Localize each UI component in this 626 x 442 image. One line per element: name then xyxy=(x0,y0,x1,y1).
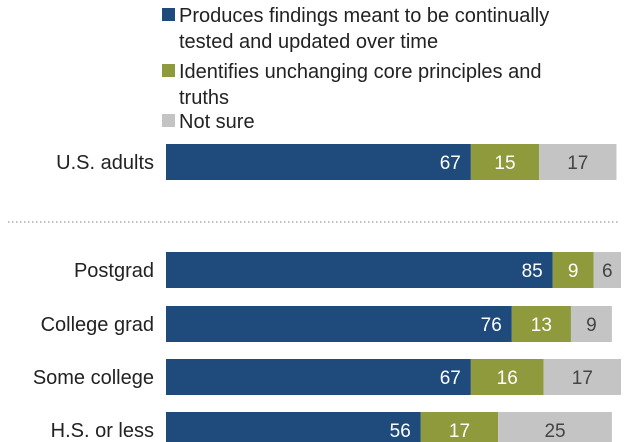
legend-entry-1-line-2: tested and updated over time xyxy=(179,31,438,53)
value-label-postgrad-series-2: 9 xyxy=(568,261,579,282)
category-label-u-s-adults: U.S. adults xyxy=(56,152,154,174)
value-label-h-s-or-less-series-1: 56 xyxy=(390,421,411,442)
bar-college-grad-series-3 xyxy=(570,306,612,342)
category-label-h-s-or-less: H.S. or less xyxy=(51,420,154,442)
legend-swatch-2 xyxy=(162,64,175,77)
legend-entry-2-line-1: Identifies unchanging core principles an… xyxy=(179,61,541,83)
legend-swatch-3 xyxy=(162,114,175,127)
bar-some-college-series-2 xyxy=(470,359,544,395)
bar-some-college-series-1 xyxy=(166,359,471,395)
legend-entry-2-line-2: truths xyxy=(179,87,229,109)
category-label-college-grad: College grad xyxy=(41,314,154,336)
bars: U.S. adults 67 15 17 Postgrad 85 9 6 College gra… xyxy=(33,144,621,442)
bar-h-s-or-less-series-2 xyxy=(420,412,499,442)
value-label-college-grad-series-2: 13 xyxy=(531,315,552,336)
value-label-u-s-adults-series-3: 17 xyxy=(567,153,588,174)
bar-college-grad-series-1 xyxy=(166,306,512,342)
value-label-h-s-or-less-series-2: 17 xyxy=(449,421,470,442)
bar-h-s-or-less-series-1 xyxy=(166,412,421,442)
bar-college-grad-series-2 xyxy=(511,306,571,342)
bar-u-s-adults-series-2 xyxy=(470,144,540,180)
bar-u-s-adults-series-3 xyxy=(539,144,617,180)
category-label-some-college: Some college xyxy=(33,367,154,389)
legend: Produces findings meant to be continuall… xyxy=(162,5,549,133)
bar-h-s-or-less-series-3 xyxy=(498,412,612,442)
category-label-postgrad: Postgrad xyxy=(74,260,154,282)
value-label-u-s-adults-series-2: 15 xyxy=(494,153,515,174)
bar-u-s-adults-series-1 xyxy=(166,144,471,180)
value-label-some-college-series-1: 67 xyxy=(440,368,461,389)
value-label-college-grad-series-3: 9 xyxy=(586,315,597,336)
bar-postgrad-series-1 xyxy=(166,252,553,288)
bar-postgrad-series-3 xyxy=(593,252,621,288)
legend-entry-1-line-1: Produces findings meant to be continuall… xyxy=(179,5,549,27)
value-label-postgrad-series-1: 85 xyxy=(522,261,543,282)
bar-some-college-series-3 xyxy=(543,359,621,395)
value-label-some-college-series-3: 17 xyxy=(572,368,593,389)
legend-swatch-1 xyxy=(162,8,175,21)
value-label-h-s-or-less-series-3: 25 xyxy=(544,421,565,442)
value-label-college-grad-series-1: 76 xyxy=(481,315,502,336)
legend-entry-3: Not sure xyxy=(179,111,255,133)
value-label-u-s-adults-series-1: 67 xyxy=(440,153,461,174)
value-label-some-college-series-2: 16 xyxy=(497,368,518,389)
bar-postgrad-series-2 xyxy=(552,252,594,288)
value-label-postgrad-series-3: 6 xyxy=(602,261,613,282)
